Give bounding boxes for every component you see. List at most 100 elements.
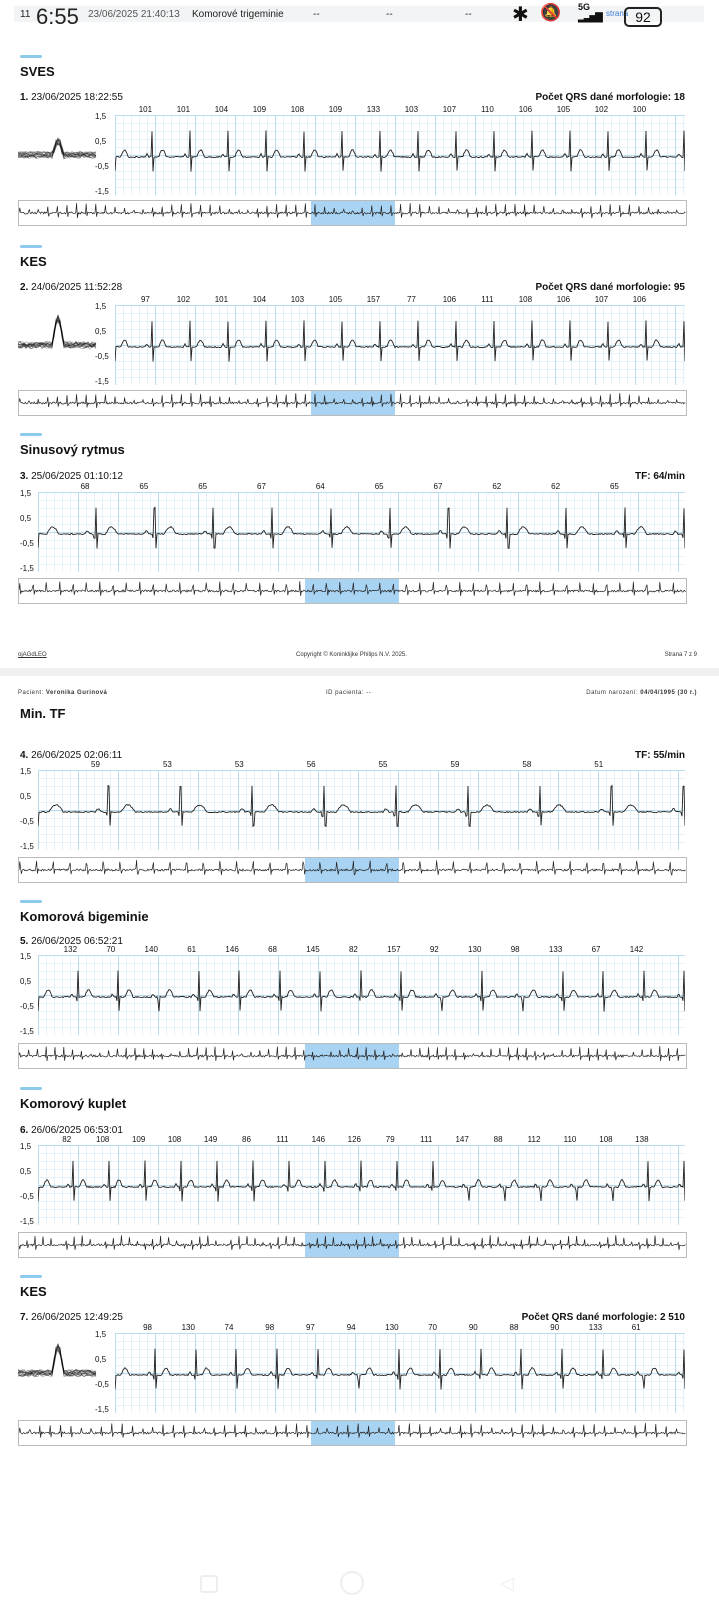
ecg-grid xyxy=(38,492,685,572)
ecg-waveform xyxy=(115,130,685,172)
morphology-trace xyxy=(18,142,97,159)
morphology-trace xyxy=(18,1345,97,1377)
strip-datetime: 23/06/2025 18:22:55 xyxy=(31,92,123,103)
rr-rate-label: 92 xyxy=(429,945,439,954)
section-title: KES xyxy=(20,1284,47,1299)
rr-rate-label: 106 xyxy=(518,105,533,114)
morphology-trace xyxy=(18,319,97,350)
morphology-trace xyxy=(18,1345,97,1377)
ecg-waveform xyxy=(38,784,685,828)
rr-rate-label: 68 xyxy=(80,482,90,491)
rr-rate-label: 149 xyxy=(203,1135,218,1144)
patient-info: Pacient: Veronika Gurinová xyxy=(18,690,107,696)
overlay-dash: -- xyxy=(465,9,472,20)
overlay-event: Komorové trigeminie xyxy=(192,9,284,20)
rr-rate-label: 65 xyxy=(374,482,384,491)
rhythm-overview-strip[interactable] xyxy=(18,578,687,604)
rr-rate-label: 130 xyxy=(385,1323,399,1332)
rr-rate-label: 61 xyxy=(187,945,197,954)
morphology-trace xyxy=(18,1346,97,1377)
morphology-thumbnail xyxy=(18,1333,98,1413)
section-title: Komorový kuplet xyxy=(20,1096,127,1111)
morphology-trace xyxy=(18,1346,96,1378)
rr-rate-label: 70 xyxy=(428,1323,438,1332)
mute-bell-icon: 🔕 xyxy=(540,3,562,22)
rhythm-overview-strip[interactable] xyxy=(18,1420,687,1446)
rr-rate-label: 59 xyxy=(450,760,460,769)
rhythm-waveform xyxy=(19,1046,686,1062)
morphology-trace xyxy=(18,319,97,350)
rr-rate-label: 108 xyxy=(599,1135,613,1144)
rr-rate-label: 133 xyxy=(588,1323,603,1332)
rr-rate-label: 88 xyxy=(509,1323,519,1332)
morphology-trace xyxy=(18,313,97,349)
ecg-grid xyxy=(38,770,685,850)
metric-label: Počet QRS dané morfologie: xyxy=(521,1312,658,1323)
rr-rate-label: 157 xyxy=(387,945,401,954)
y-axis-label: 0,5 xyxy=(95,327,107,336)
rr-rate-label: 104 xyxy=(252,295,267,304)
rr-rate-label: 108 xyxy=(290,105,305,114)
morphology-trace xyxy=(18,315,97,349)
rhythm-overview-strip[interactable] xyxy=(18,1043,687,1069)
section-accent-bar xyxy=(20,433,42,436)
y-axis-label: -0,5 xyxy=(95,162,109,171)
ecg-waveform xyxy=(38,970,685,1012)
ecg-trace xyxy=(38,784,685,828)
y-axis-label: -0,5 xyxy=(20,1002,34,1011)
rr-rate-label: 97 xyxy=(140,295,150,304)
morphology-trace xyxy=(18,316,97,349)
footer-code: ojAGdLEO xyxy=(18,652,47,658)
morphology-trace xyxy=(18,319,97,349)
rr-rate-label: 61 xyxy=(631,1323,641,1332)
metric-label: Počet QRS dané morfologie: xyxy=(535,92,672,103)
morphology-trace xyxy=(18,314,97,349)
morphology-trace xyxy=(18,137,97,160)
back-button[interactable]: ◁ xyxy=(500,1573,514,1593)
clock: 6:55 xyxy=(36,4,79,29)
page-separator xyxy=(0,668,719,676)
overlay-page: strana xyxy=(606,9,629,18)
section-title: SVES xyxy=(20,64,55,79)
overlay-dash: -- xyxy=(313,9,320,20)
home-button[interactable] xyxy=(340,1571,364,1595)
rr-rate-label: 55 xyxy=(378,760,388,769)
rhythm-overview-strip[interactable] xyxy=(18,857,687,883)
rr-rate-label: 79 xyxy=(385,1135,395,1144)
rr-rate-label: 101 xyxy=(214,295,229,304)
rhythm-waveform xyxy=(19,1235,686,1250)
rr-rate-label: 138 xyxy=(635,1135,649,1144)
ecg-trace xyxy=(115,1348,685,1390)
rhythm-overview-strip[interactable] xyxy=(18,1232,687,1258)
ecg-grid xyxy=(38,1145,685,1225)
section-title: Min. TF xyxy=(20,706,66,721)
rhythm-overview-strip[interactable] xyxy=(18,390,687,416)
morphology-trace xyxy=(18,1343,97,1378)
rr-rate-label: 101 xyxy=(138,105,153,114)
rr-rate-label: 130 xyxy=(181,1323,195,1332)
rr-rate-label: 126 xyxy=(347,1135,361,1144)
rr-rate-label: 100 xyxy=(632,105,647,114)
ecg-trace xyxy=(38,1160,685,1202)
rhythm-trace xyxy=(19,860,686,877)
y-axis-label: 1,5 xyxy=(95,1330,107,1339)
status-bar: 11 6:55 23/06/2025 21:40:13 Komorové tri… xyxy=(0,0,719,34)
y-axis-label: -1,5 xyxy=(20,1217,34,1226)
morphology-trace xyxy=(18,136,97,160)
rr-rate-label: 98 xyxy=(143,1323,153,1332)
ecg-trace xyxy=(115,320,685,362)
rhythm-waveform xyxy=(19,203,686,219)
rr-rate-label: 74 xyxy=(224,1323,234,1332)
y-axis-label: -1,5 xyxy=(20,1027,34,1036)
section-title: KES xyxy=(20,254,47,269)
rhythm-overview-strip[interactable] xyxy=(18,200,687,226)
morphology-overlay xyxy=(18,1342,97,1378)
rr-rate-label: 94 xyxy=(346,1323,356,1332)
recents-button[interactable] xyxy=(200,1575,218,1593)
ecg-grid xyxy=(115,1333,685,1413)
rr-rate-label: 133 xyxy=(548,945,563,954)
morphology-trace xyxy=(18,139,97,160)
strip-index: 3. xyxy=(20,471,29,482)
rr-rate-label: 111 xyxy=(481,295,494,304)
y-axis-label: -1,5 xyxy=(20,842,34,851)
